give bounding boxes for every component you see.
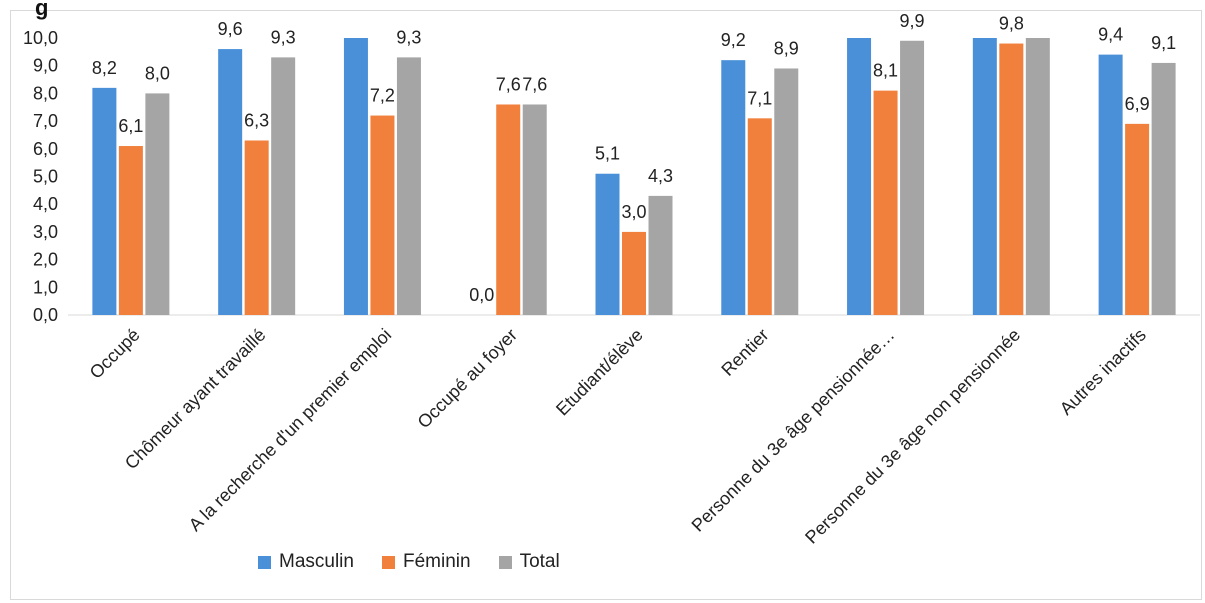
legend-swatch-total (498, 555, 512, 569)
bar-total (1151, 62, 1176, 316)
bar-masculin (847, 38, 872, 315)
bar-féminin (747, 118, 772, 315)
data-label: 6,1 (118, 116, 143, 136)
bar-total (1025, 38, 1050, 315)
bar-féminin (999, 43, 1024, 315)
bar-total (900, 40, 925, 316)
data-label: 8,2 (92, 58, 117, 78)
bar-féminin (1125, 123, 1150, 316)
data-label: 7,1 (747, 88, 772, 108)
x-category-label: Occupé au foyer (414, 325, 522, 433)
y-tick-label: 10,0 (23, 28, 58, 48)
chart-title-fragment: g (35, 1, 49, 20)
data-label: 6,3 (244, 110, 269, 130)
bar-féminin (370, 115, 395, 315)
chart-bars (92, 38, 1176, 316)
y-tick-label: 5,0 (33, 167, 58, 187)
bar-féminin (873, 90, 898, 315)
bar-masculin (1098, 54, 1123, 316)
bar-total (522, 104, 547, 315)
chart-data-labels: 8,2 9,6 0,0 5,1 9,2 9,4 6,1 6,3 7,2 7,6 3,0 7,1 8,1 9… (92, 11, 1176, 305)
data-label: 6,9 (1125, 94, 1150, 114)
bar-masculin (972, 38, 997, 315)
bar-total (145, 93, 170, 316)
bar-masculin (218, 49, 243, 316)
data-label: 4,3 (648, 166, 673, 186)
legend-item-total: Total (498, 551, 560, 573)
data-label: 8,0 (145, 63, 170, 83)
y-tick-label: 8,0 (33, 83, 58, 103)
x-category-label: Chômeur ayant travaillé (121, 325, 270, 474)
bar-féminin (496, 104, 521, 315)
y-tick-label: 2,0 (33, 250, 58, 270)
legend-label-feminin: Féminin (402, 551, 471, 572)
x-category-label: Etudiant/élève (552, 325, 647, 420)
data-label: 9,2 (721, 30, 746, 50)
data-label: 8,1 (873, 61, 898, 81)
data-label: 3,0 (621, 202, 646, 222)
data-label: 9,3 (396, 27, 421, 47)
bar-total (648, 195, 673, 315)
data-label: 9,8 (999, 14, 1024, 34)
y-tick-label: 3,0 (33, 222, 58, 242)
bar-masculin (343, 38, 368, 315)
bar-masculin (92, 87, 117, 315)
data-label: 9,1 (1151, 33, 1176, 53)
data-label: 7,6 (496, 74, 521, 94)
data-label: 5,1 (595, 144, 620, 164)
data-label: 8,9 (774, 38, 799, 58)
data-label: 7,2 (370, 86, 395, 106)
bar-féminin (118, 146, 143, 315)
bar-total (396, 57, 421, 315)
bar-total (774, 68, 799, 315)
x-category-label: Occupé (86, 325, 144, 383)
x-category-label: Personne du 3e âge non pensionnée (801, 325, 1024, 548)
y-tick-label: 6,0 (33, 139, 58, 159)
bar-masculin (721, 60, 746, 315)
bar-total (271, 57, 296, 315)
y-tick-label: 0,0 (33, 305, 58, 325)
bar-féminin (622, 231, 646, 315)
x-category-label: Personne du 3e âge pensionnée… (688, 325, 899, 536)
y-tick-label: 7,0 (33, 111, 58, 131)
y-tick-label: 4,0 (33, 194, 58, 214)
y-tick-label: 9,0 (33, 56, 58, 76)
bar-masculin (595, 173, 620, 315)
y-tick-label: 1,0 (33, 277, 58, 297)
data-label: 0,0 (469, 285, 494, 305)
x-category-label: A la recherche d'un premier emploi (185, 325, 395, 535)
data-label: 7,6 (522, 74, 547, 94)
legend-label-total: Total (519, 551, 560, 572)
bar-féminin (244, 140, 269, 315)
legend-label-masculin: Masculin (279, 551, 354, 572)
data-label: 9,3 (271, 27, 296, 47)
chart-frame: g (10, 1, 1202, 600)
chart-legend: Masculin Féminin Total (258, 551, 560, 573)
data-label: 9,6 (218, 19, 243, 39)
data-label: 9,4 (1098, 25, 1123, 45)
legend-swatch-masculin (258, 555, 271, 569)
legend-item-feminin: Féminin (381, 551, 471, 573)
data-label: 9,9 (900, 11, 925, 31)
x-category-label: Rentier (717, 325, 772, 380)
x-category-label: Autres inactifs (1056, 325, 1150, 419)
legend-item-masculin: Masculin (258, 551, 354, 573)
legend-swatch-feminin (381, 555, 395, 569)
